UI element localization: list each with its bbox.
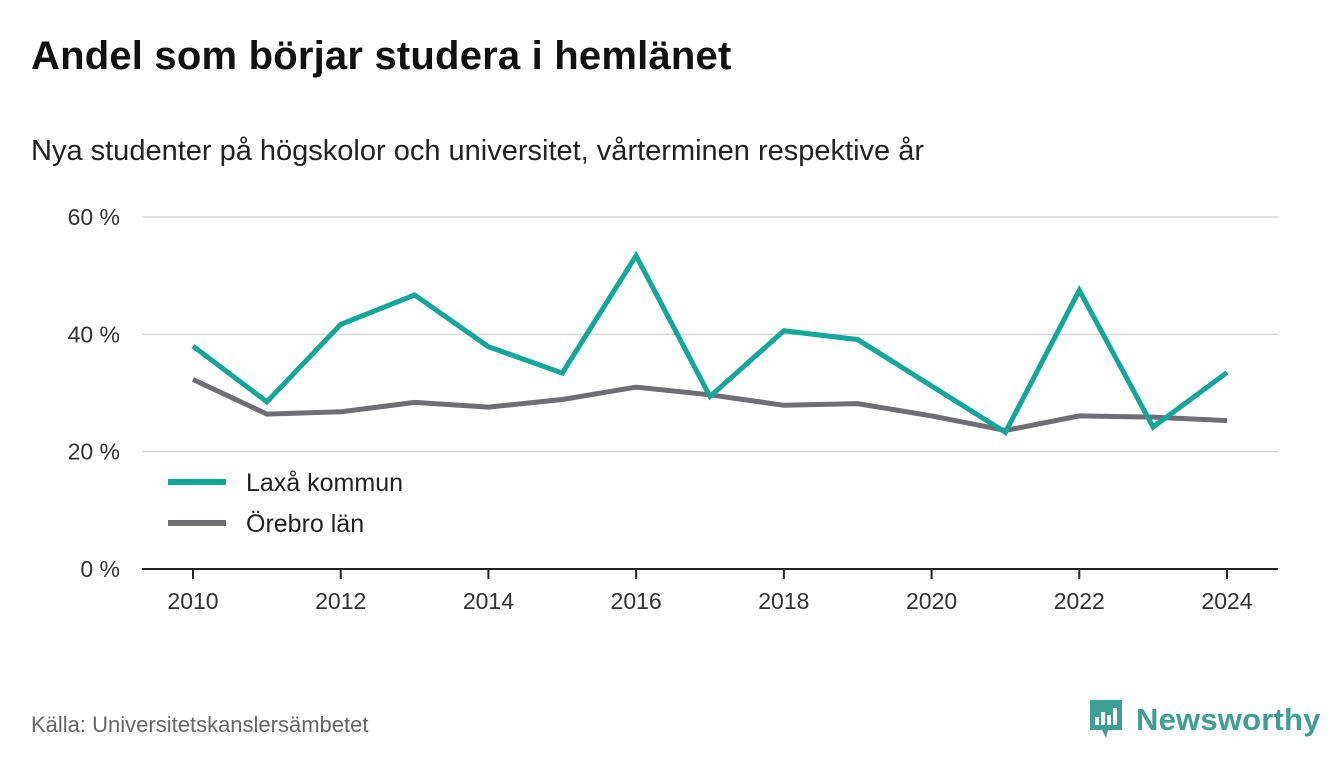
x-tick-label: 2016 <box>611 588 662 614</box>
source-note: Källa: Universitetskanslersämbetet <box>31 712 369 737</box>
y-tick-label: 60 % <box>68 204 120 230</box>
x-tick-label: 2014 <box>463 588 514 614</box>
legend-label: Örebro län <box>246 510 364 538</box>
chart-subtitle: Nya studenter på högskolor och universit… <box>31 135 924 167</box>
x-tick-label: 2010 <box>167 588 218 614</box>
y-tick-label: 20 % <box>68 439 120 465</box>
x-tick-label: 2012 <box>315 588 366 614</box>
y-tick-label: 40 % <box>68 321 120 347</box>
y-tick-label: 0 % <box>80 556 120 582</box>
x-tick-label: 2024 <box>1201 588 1252 614</box>
x-tick-label: 2018 <box>758 588 809 614</box>
series-line-orebro <box>191 377 1228 434</box>
brand-name: Newsworthy <box>1136 702 1321 737</box>
series-line-laxa <box>191 250 1229 436</box>
chart-title: Andel som börjar studera i hemlänet <box>31 34 732 78</box>
series-lines <box>191 250 1229 436</box>
newsworthy-logo[interactable]: Newsworthy <box>1088 698 1321 742</box>
legend: Laxå kommun Örebro län <box>168 469 403 538</box>
newsworthy-logo-icon <box>1090 700 1122 738</box>
legend-label: Laxå kommun <box>246 469 403 497</box>
x-tick-label: 2020 <box>906 588 957 614</box>
x-tick-label: 2022 <box>1054 588 1105 614</box>
axes: 0 % 20 % 40 % 60 % 2010 2012 2014 2016 2018 2020 2… <box>68 204 1278 614</box>
